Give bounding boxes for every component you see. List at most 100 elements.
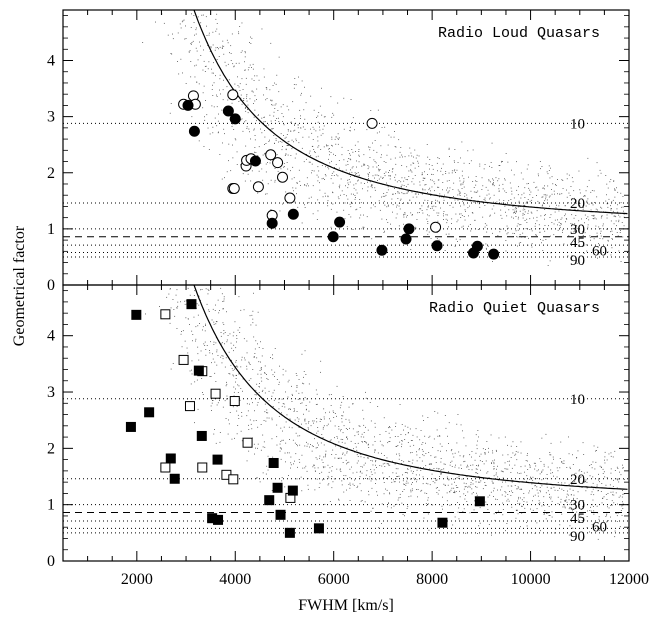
- sample-dot: [260, 361, 261, 363]
- sample-dot: [504, 462, 506, 464]
- sample-dot: [401, 184, 403, 186]
- sample-dot: [616, 487, 618, 489]
- sample-dot: [346, 452, 348, 454]
- sample-dot: [521, 505, 522, 507]
- sample-dot: [200, 22, 202, 24]
- sample-dot: [493, 182, 494, 184]
- sample-dot: [492, 452, 494, 454]
- sample-dot: [219, 432, 221, 433]
- sample-dot: [428, 205, 429, 207]
- sample-dot: [409, 199, 411, 201]
- sample-dot: [332, 192, 334, 194]
- sample-dot: [602, 473, 604, 474]
- sample-dot: [501, 160, 503, 162]
- sample-dot: [536, 486, 538, 488]
- sample-dot: [180, 333, 182, 335]
- sample-dot: [432, 504, 434, 506]
- sample-dot: [441, 196, 443, 198]
- sample-dot: [532, 500, 533, 502]
- sample-dot: [589, 465, 591, 466]
- sample-dot: [466, 476, 468, 478]
- sample-dot: [345, 475, 347, 477]
- sample-dot: [584, 232, 586, 234]
- sample-dot: [297, 466, 298, 468]
- sample-dot: [233, 66, 235, 68]
- sample-dot: [268, 141, 270, 142]
- sample-dot: [212, 44, 214, 46]
- sample-dot: [310, 444, 311, 445]
- sample-dot: [267, 183, 269, 185]
- sample-dot: [324, 503, 326, 505]
- sample-dot: [606, 217, 608, 219]
- sample-dot: [350, 440, 352, 442]
- sample-dot: [415, 428, 417, 430]
- sample-dot: [331, 454, 333, 455]
- sample-dot: [290, 130, 292, 132]
- sample-dot: [401, 460, 403, 461]
- sample-dot: [463, 178, 465, 180]
- sample-dot: [490, 162, 492, 163]
- sample-dot: [295, 140, 297, 142]
- sample-dot: [444, 415, 446, 416]
- sample-dot: [439, 435, 441, 436]
- sample-dot: [396, 503, 398, 505]
- sample-dot: [539, 231, 541, 233]
- sample-dot: [397, 191, 399, 192]
- sample-dot: [596, 486, 598, 487]
- sample-dot: [410, 152, 412, 154]
- angle-label-60: 60: [592, 243, 607, 259]
- sample-dot: [623, 213, 625, 215]
- sample-dot: [505, 481, 507, 483]
- sample-dot: [294, 123, 296, 125]
- sample-dot: [308, 197, 310, 199]
- sample-dot: [348, 419, 350, 421]
- sample-dot: [517, 503, 519, 504]
- sample-dot: [398, 497, 400, 499]
- reference-curve: [193, 10, 628, 215]
- sample-dot: [347, 462, 348, 464]
- sample-dot: [476, 191, 478, 193]
- sample-dot: [514, 210, 516, 212]
- sample-dot: [545, 196, 547, 198]
- sample-dot: [447, 484, 449, 486]
- sample-dot: [343, 128, 345, 130]
- sample-dot: [322, 128, 324, 130]
- sample-dot: [378, 178, 380, 180]
- sample-dot: [526, 460, 528, 462]
- sample-dot: [542, 188, 544, 189]
- sample-dot: [556, 476, 558, 478]
- sample-dot: [431, 201, 433, 202]
- sample-dot: [313, 128, 315, 130]
- sample-dot: [271, 395, 273, 397]
- sample-dot: [222, 322, 224, 324]
- sample-dot: [325, 166, 326, 168]
- sample-dot: [387, 189, 389, 191]
- sample-dot: [367, 165, 369, 166]
- sample-dot: [283, 166, 285, 167]
- sample-dot: [216, 125, 218, 127]
- sample-dot: [362, 226, 364, 228]
- sample-dot: [617, 503, 618, 505]
- sample-dot: [604, 459, 605, 461]
- sample-dot: [336, 211, 338, 213]
- sample-dot: [260, 377, 262, 379]
- sample-dot: [305, 465, 307, 467]
- sample-dot: [363, 457, 365, 459]
- sample-dot: [615, 216, 617, 218]
- sample-dot: [574, 240, 575, 242]
- sample-dot: [339, 468, 341, 470]
- sample-dot: [428, 463, 430, 465]
- sample-dot: [398, 180, 400, 181]
- sample-dot: [446, 214, 448, 216]
- sample-dot: [494, 459, 495, 461]
- sample-dot: [605, 175, 607, 176]
- sample-dot: [464, 486, 466, 488]
- sample-dot: [295, 153, 297, 155]
- sample-dot: [328, 471, 330, 473]
- sample-dot: [504, 203, 506, 205]
- sample-dot: [255, 389, 257, 391]
- sample-dot: [190, 43, 192, 45]
- sample-dot: [317, 210, 319, 212]
- sample-dot: [589, 235, 591, 237]
- sample-dot: [494, 212, 496, 214]
